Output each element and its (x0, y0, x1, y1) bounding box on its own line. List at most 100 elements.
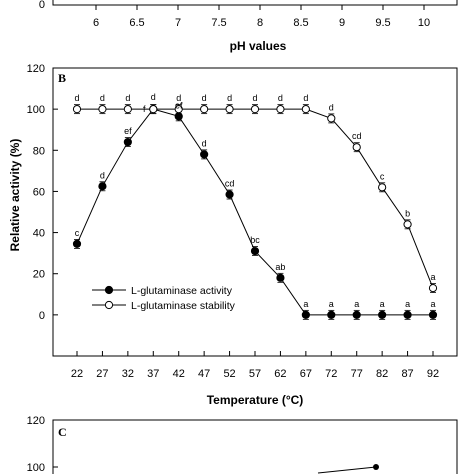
panel-b-x-tick-label: 67 (300, 368, 312, 380)
panel-c-y-tick-label: 120 (27, 415, 45, 427)
panel-b-series-points (72, 104, 438, 320)
panel-b-x-tick-label: 87 (401, 368, 413, 380)
activity-point (225, 190, 234, 199)
panel-b-x-tick-label: 77 (351, 368, 363, 380)
significance-label: f (143, 104, 146, 114)
stability-point (428, 284, 438, 293)
activity-point (98, 182, 107, 191)
panel-b-y-tick-label: 100 (27, 104, 45, 116)
significance-label: d (74, 93, 79, 103)
activity-point (72, 239, 82, 248)
significance-label: d (303, 93, 308, 103)
significance-label: a (405, 299, 410, 309)
activity-point (428, 310, 438, 319)
panel-c-y-ticks: 120 100 (27, 415, 58, 474)
panel-b-y-tick-label: 0 (39, 310, 45, 322)
significance-label: d (278, 93, 283, 103)
panel-a-x-tick-label: 6.5 (129, 17, 144, 29)
stability-point (250, 105, 260, 114)
stability-point (378, 183, 387, 192)
activity-point (123, 137, 132, 147)
panel-b-x-tick-label: 62 (274, 368, 286, 380)
panel-b-x-tick-label: 27 (96, 368, 108, 380)
activity-point (352, 310, 361, 319)
stability-point (327, 114, 336, 123)
significance-label: c (75, 228, 80, 238)
significance-label: b (405, 208, 410, 218)
significance-label: ab (275, 262, 285, 272)
panel-b-x-tick-label: 42 (173, 368, 185, 380)
significance-label: cd (225, 179, 235, 189)
panel-a-x-tick-label: 8 (257, 17, 263, 29)
legend-marker-stability (104, 300, 114, 310)
activity-point (327, 310, 336, 319)
stability-point (200, 105, 209, 114)
activity-point (200, 150, 209, 159)
panel-a-x-tick-label: 9.5 (375, 17, 390, 29)
panel-c: C 120 100 (27, 415, 458, 474)
activity-point (403, 310, 412, 319)
panel-b-x-tick-label: 52 (223, 368, 235, 380)
panel-b-x-tick-label: 47 (198, 368, 210, 380)
significance-label: cd (352, 131, 362, 141)
panel-b-x-tick-label: 37 (147, 368, 159, 380)
panel-a-y-tick-label: 0 (39, 0, 45, 11)
significance-label: d (100, 93, 105, 103)
legend-marker-activity (104, 285, 114, 295)
significance-label: d (125, 93, 130, 103)
stability-point (123, 105, 132, 114)
significance-label: a (380, 299, 385, 309)
panel-a-x-tick-label: 7 (175, 17, 181, 29)
stability-point (149, 105, 158, 114)
panel-a-x-tick-label: 10 (418, 17, 430, 29)
panel-b-x-tick-label: 82 (376, 368, 388, 380)
activity-point (301, 310, 310, 319)
stability-point (301, 105, 310, 114)
significance-label: d (227, 93, 232, 103)
activity-point (378, 310, 387, 319)
panel-b-y-tick-label: 40 (33, 228, 45, 240)
legend-label-stability: L-glutaminase stability (131, 300, 236, 312)
stability-point (72, 105, 82, 114)
stability-point (276, 105, 285, 114)
panel-b-x-tick-label: 57 (249, 368, 261, 380)
activity-point (276, 273, 285, 282)
panel-b-x-tick-label: 92 (427, 368, 439, 380)
panel-b-x-axis-title: Temperature (°C) (207, 393, 304, 407)
panel-c-y-tick-label: 100 (27, 462, 45, 474)
significance-label: d (202, 138, 207, 148)
stability-point (403, 220, 412, 229)
panel-a-x-tick-label: 6 (93, 17, 99, 29)
significance-label: a (303, 299, 308, 309)
panel-c-data-point (373, 464, 379, 470)
legend: L-glutaminase activity L-glutaminase sta… (92, 285, 236, 312)
significance-label: d (202, 93, 207, 103)
panel-a-x-tick-label: 8.5 (293, 17, 308, 29)
stability-point (225, 105, 234, 114)
significance-label: ef (124, 126, 132, 136)
panel-b-y-tick-label: 60 (33, 186, 45, 198)
significance-label: bc (250, 235, 260, 245)
significance-label: d (252, 93, 257, 103)
panel-b-x-ticks: 22 27 32 37 42 47 52 57 62 67 72 77 82 87 92 (71, 351, 439, 380)
activity-point (250, 246, 260, 256)
significance-label: a (430, 272, 435, 282)
significance-label: ef (175, 100, 183, 110)
panel-a-x-tick-label: 7.5 (211, 17, 226, 29)
panel-a-frame (52, 0, 458, 6)
panel-a-x-tick-label: 9 (339, 17, 345, 29)
panel-b: B 0 20 40 60 80 100 120 22 27 32 37 42 47 52 57 62 67 72… (8, 63, 458, 407)
panel-c-letter: C (58, 425, 67, 439)
significance-label: a (354, 299, 359, 309)
stability-point (174, 105, 183, 114)
stability-point (352, 143, 361, 152)
legend-label-activity: L-glutaminase activity (131, 285, 233, 297)
panel-b-y-tick-label: 80 (33, 145, 45, 157)
panel-b-y-tick-label: 120 (27, 63, 45, 75)
panel-b-y-axis-title: Relative activity (%) (8, 139, 22, 252)
panel-a-x-ticks: 6 6.5 7 7.5 8 8.5 9 9.5 10 (93, 5, 430, 29)
significance-label: c (380, 171, 385, 181)
significance-label: d (176, 93, 181, 103)
